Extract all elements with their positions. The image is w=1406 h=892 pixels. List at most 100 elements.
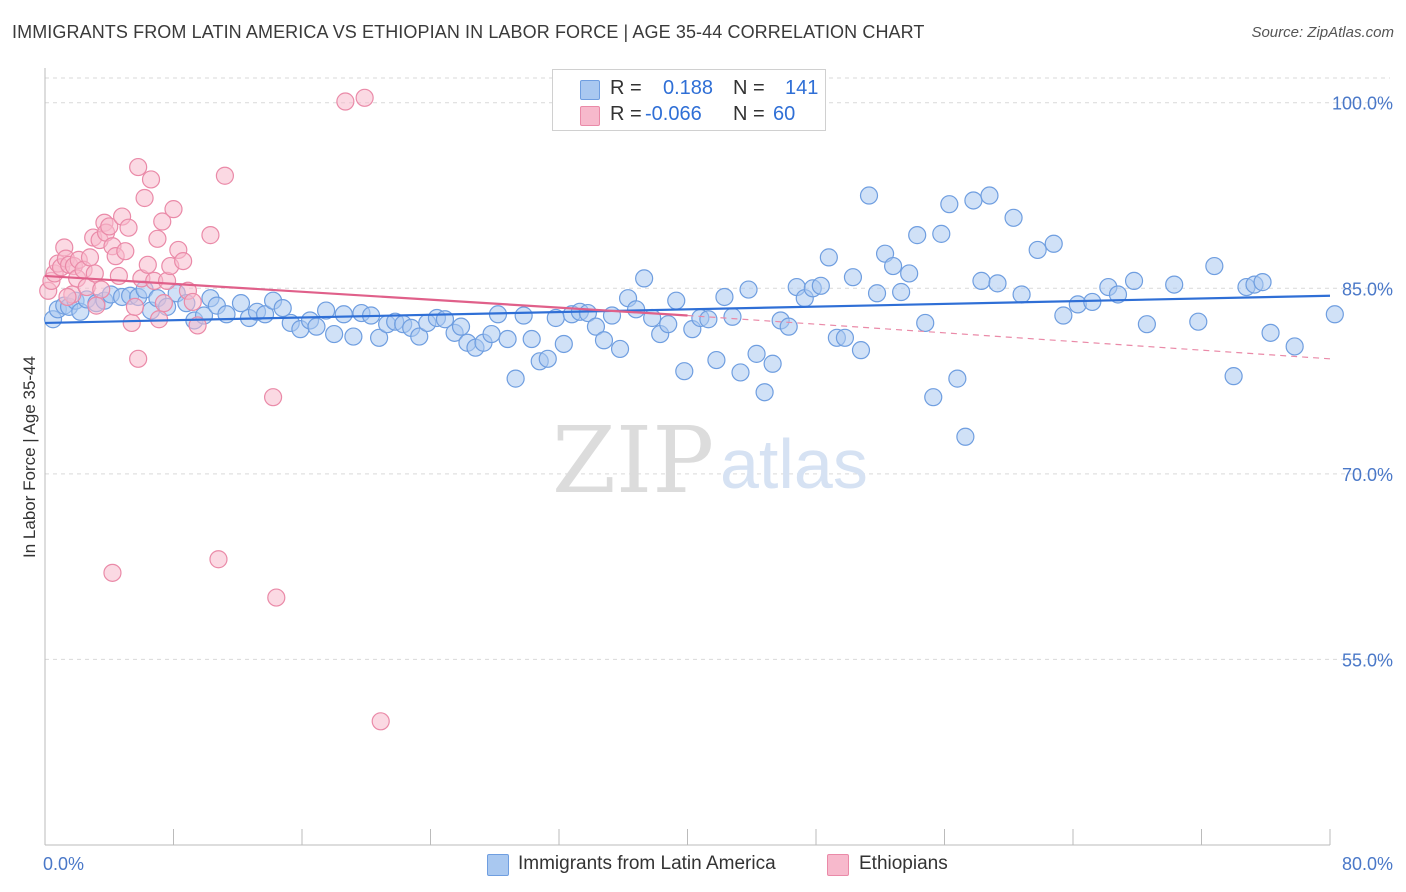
- point-ethiopians: [153, 212, 172, 231]
- point-latin-america: [1205, 256, 1224, 276]
- point-latin-america: [883, 256, 903, 276]
- point-ethiopians: [355, 88, 374, 107]
- x-tick-label: 80.0%: [1342, 854, 1393, 874]
- y-tick-label: 55.0%: [1342, 650, 1393, 670]
- point-latin-america: [908, 226, 927, 245]
- point-latin-america: [586, 317, 606, 336]
- trend-latin-america: [44, 294, 1331, 325]
- point-ethiopians: [135, 188, 154, 208]
- point-ethiopians: [371, 712, 390, 731]
- point-latin-america: [1325, 305, 1344, 324]
- point-latin-america: [779, 317, 798, 336]
- point-ethiopians: [138, 255, 157, 274]
- point-ethiopians: [116, 242, 135, 261]
- axes: [44, 68, 1331, 846]
- point-latin-america: [940, 195, 959, 214]
- point-ethiopians: [157, 271, 177, 290]
- point-ethiopians: [129, 157, 148, 177]
- point-latin-america: [1012, 285, 1031, 304]
- point-latin-america: [932, 224, 951, 243]
- point-ethiopians: [263, 388, 283, 407]
- point-latin-america: [699, 310, 718, 329]
- point-ethiopians: [267, 588, 286, 607]
- point-latin-america: [610, 339, 630, 359]
- point-latin-america: [231, 294, 251, 313]
- legend-label-ethiopians: Ethiopians: [859, 853, 948, 874]
- r-label: R =: [610, 103, 642, 125]
- trend-lines: [44, 274, 1331, 360]
- point-ethiopians: [141, 170, 161, 189]
- point-latin-america: [307, 317, 326, 336]
- point-latin-america: [1044, 234, 1063, 253]
- point-latin-america: [723, 307, 742, 326]
- point-latin-america: [1224, 367, 1243, 386]
- point-ethiopians: [174, 251, 193, 271]
- point-ethiopians: [183, 292, 202, 312]
- point-ethiopians: [154, 294, 173, 313]
- point-ethiopians: [149, 310, 169, 329]
- point-latin-america: [916, 313, 935, 333]
- point-latin-america: [948, 369, 967, 388]
- point-latin-america: [731, 363, 750, 382]
- r-value: 0.188: [663, 77, 714, 99]
- point-latin-america: [972, 271, 991, 290]
- x-tick-label: 0.0%: [43, 854, 84, 874]
- y-tick-labels: 55.0% 70.0% 85.0% 100.0%: [1332, 94, 1393, 671]
- trend-extension-ethiopians: [687, 314, 1331, 360]
- point-ethiopians: [80, 248, 100, 267]
- point-latin-america: [843, 268, 863, 287]
- point-ethiopians: [58, 287, 77, 307]
- swatch-latin-america: [580, 80, 600, 100]
- y-tick-label: 85.0%: [1342, 279, 1393, 299]
- stats-row-ethiopians: R = -0.066 N = 60: [553, 100, 825, 128]
- point-latin-america: [1137, 315, 1156, 334]
- point-latin-america: [835, 328, 855, 347]
- watermark-zip: ZIP: [552, 407, 714, 514]
- trend-ethiopians: [44, 274, 688, 317]
- point-latin-america: [316, 301, 336, 320]
- point-ethiopians: [215, 166, 234, 185]
- point-ethiopians: [336, 92, 355, 111]
- point-ethiopians: [201, 226, 220, 245]
- point-latin-america: [851, 341, 871, 360]
- point-ethiopians: [188, 316, 207, 335]
- point-latin-america: [482, 324, 501, 344]
- point-latin-america: [1108, 285, 1128, 304]
- point-ethiopians: [103, 563, 122, 582]
- n-label: N =: [733, 77, 765, 99]
- point-latin-america: [867, 284, 887, 303]
- point-latin-america: [859, 186, 879, 205]
- point-latin-america: [1253, 273, 1272, 292]
- n-value: 60: [773, 103, 796, 125]
- point-latin-america: [522, 329, 541, 349]
- point-ethiopians: [209, 550, 228, 569]
- point-latin-america: [980, 186, 999, 205]
- swatch-ethiopians: [580, 106, 600, 126]
- point-latin-america: [325, 324, 344, 344]
- point-latin-america: [594, 331, 614, 350]
- point-latin-america: [538, 349, 557, 368]
- point-latin-america: [1165, 275, 1184, 294]
- point-ethiopians: [100, 217, 119, 236]
- source-label: Source: ZipAtlas.com: [1251, 24, 1394, 41]
- point-latin-america: [739, 280, 758, 299]
- point-ethiopians: [148, 229, 167, 248]
- y-tick-label: 70.0%: [1342, 465, 1393, 485]
- chart-title: IMMIGRANTS FROM LATIN AMERICA VS ETHIOPI…: [12, 22, 925, 42]
- point-latin-america: [1285, 337, 1304, 356]
- point-latin-america: [498, 329, 517, 349]
- point-latin-america: [410, 327, 429, 346]
- point-ethiopians: [164, 200, 183, 219]
- point-latin-america: [1054, 306, 1073, 325]
- point-latin-america: [755, 383, 774, 402]
- point-latin-america: [1004, 208, 1023, 227]
- point-latin-america: [988, 274, 1007, 293]
- y-tick-label: 100.0%: [1332, 94, 1393, 114]
- point-latin-america: [506, 369, 525, 388]
- point-latin-america: [811, 276, 830, 295]
- point-ethiopians: [92, 280, 111, 299]
- legend-swatch-ethiopians: [827, 854, 849, 876]
- point-ethiopians: [125, 297, 145, 316]
- n-label: N =: [733, 103, 765, 125]
